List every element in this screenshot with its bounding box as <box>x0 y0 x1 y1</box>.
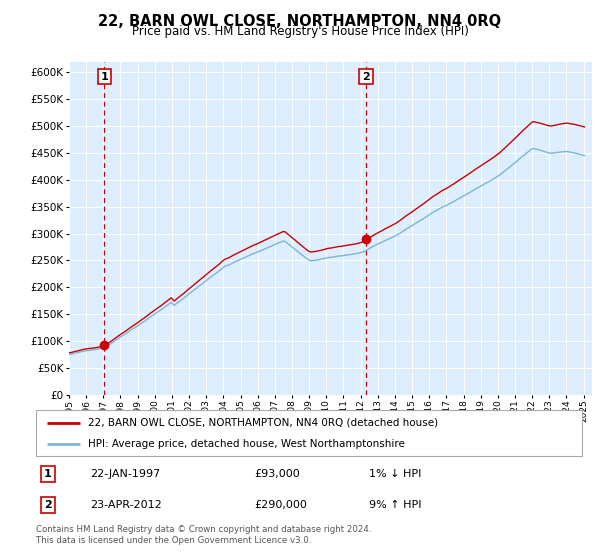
Text: 2: 2 <box>44 500 52 510</box>
Text: Price paid vs. HM Land Registry's House Price Index (HPI): Price paid vs. HM Land Registry's House … <box>131 25 469 38</box>
Text: 1: 1 <box>100 72 108 82</box>
Text: 1: 1 <box>44 469 52 479</box>
Text: Contains HM Land Registry data © Crown copyright and database right 2024.
This d: Contains HM Land Registry data © Crown c… <box>36 525 371 545</box>
Text: 9% ↑ HPI: 9% ↑ HPI <box>369 500 422 510</box>
Text: 22-JAN-1997: 22-JAN-1997 <box>91 469 161 479</box>
Text: 23-APR-2012: 23-APR-2012 <box>91 500 163 510</box>
Text: 22, BARN OWL CLOSE, NORTHAMPTON, NN4 0RQ: 22, BARN OWL CLOSE, NORTHAMPTON, NN4 0RQ <box>98 14 502 29</box>
Text: 2: 2 <box>362 72 370 82</box>
Text: 22, BARN OWL CLOSE, NORTHAMPTON, NN4 0RQ (detached house): 22, BARN OWL CLOSE, NORTHAMPTON, NN4 0RQ… <box>88 418 438 428</box>
Text: £290,000: £290,000 <box>254 500 307 510</box>
FancyBboxPatch shape <box>36 410 582 456</box>
Text: £93,000: £93,000 <box>254 469 300 479</box>
Text: 1% ↓ HPI: 1% ↓ HPI <box>369 469 421 479</box>
Text: HPI: Average price, detached house, West Northamptonshire: HPI: Average price, detached house, West… <box>88 439 405 449</box>
